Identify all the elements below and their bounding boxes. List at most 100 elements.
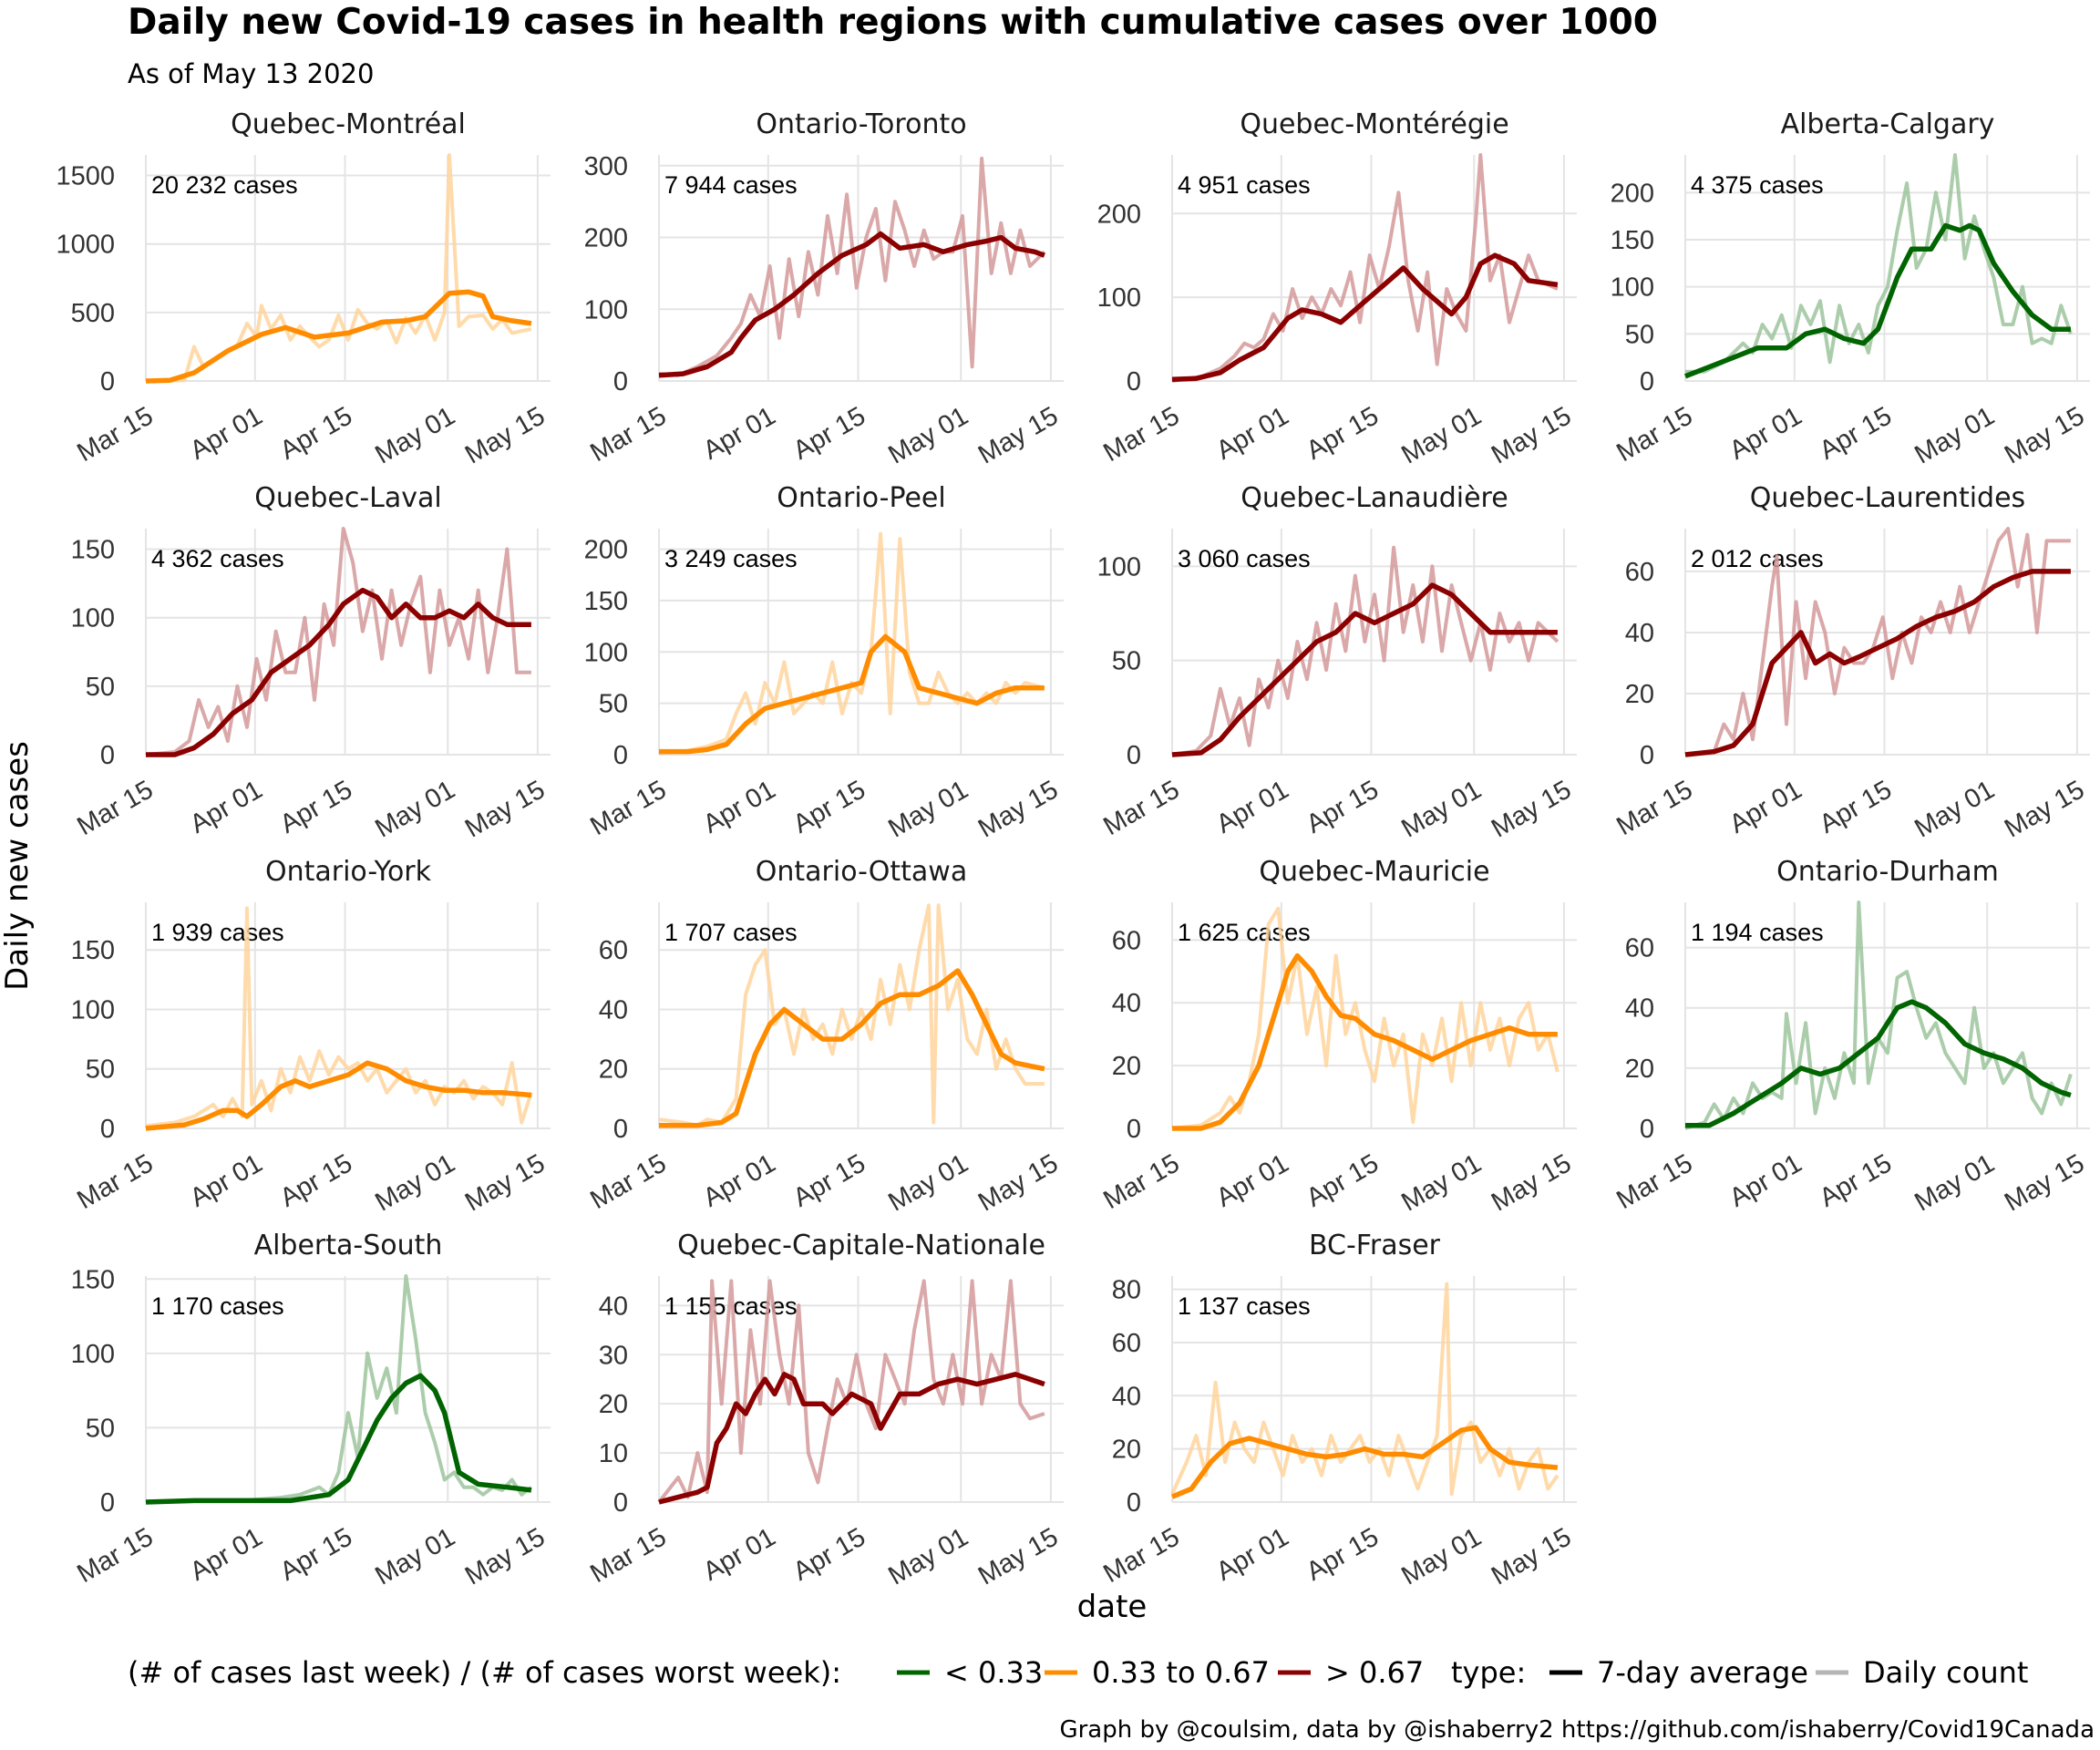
facet-title: Quebec-Capitale-Nationale	[677, 1230, 1045, 1261]
y-tick-label: 0	[1127, 1115, 1141, 1144]
x-tick-label: Mar 15	[72, 1522, 158, 1589]
y-tick-label: 100	[584, 295, 628, 324]
y-axis-label: Daily new cases	[0, 741, 36, 991]
y-tick-label: 20	[1112, 1436, 1141, 1465]
x-tick-label: Apr 15	[275, 775, 357, 839]
y-tick-label: 40	[599, 995, 628, 1024]
seven-day-average-line	[659, 633, 1045, 755]
x-tick-label: Apr 01	[1724, 401, 1807, 465]
x-tick-label: Mar 15	[585, 775, 671, 841]
y-tick-label: 60	[1112, 1329, 1141, 1358]
y-tick-label: 500	[71, 299, 115, 328]
x-tick-label: Apr 15	[1815, 1148, 1897, 1212]
x-tick-label: May 01	[883, 401, 973, 469]
y-tick-label: 200	[584, 224, 628, 253]
x-tick-label: May 01	[883, 1522, 973, 1590]
facet-title: Quebec-Montréal	[231, 108, 466, 140]
x-tick-label: May 01	[883, 1148, 973, 1217]
x-tick-label: Apr 01	[698, 401, 780, 465]
x-tick-label: May 15	[460, 1148, 550, 1217]
x-tick-label: May 01	[883, 775, 973, 843]
facet-quebec-laval: Quebec-Laval 4 362 cases 0 50 100 150 Mar 15 Ap…	[71, 482, 551, 844]
y-tick-label: 200	[584, 536, 628, 565]
facet-title: Quebec-Montérégie	[1240, 108, 1508, 140]
x-tick-label: Apr 01	[185, 401, 267, 465]
y-tick-label: 20	[1625, 1055, 1654, 1084]
x-tick-label: Apr 15	[788, 775, 870, 839]
daily-count-line	[657, 1279, 1045, 1504]
y-tick-label: 60	[599, 936, 628, 965]
x-tick-label: Mar 15	[1611, 401, 1697, 468]
y-tick-label: 40	[1625, 994, 1654, 1024]
facet-alberta-calgary: Alberta-Calgary 4 375 cases 0 50 100 150 200 Ma…	[1611, 108, 2090, 470]
legend-ratio-label: 0.33 to 0.67	[1092, 1655, 1270, 1690]
y-tick-label: 150	[71, 536, 115, 565]
seven-day-average-line	[1171, 252, 1559, 382]
cases-label: 4 362 cases	[151, 545, 284, 572]
y-tick-label: 0	[1127, 1488, 1141, 1518]
x-tick-label: Mar 15	[72, 1148, 158, 1215]
cases-label: 20 232 cases	[151, 171, 298, 199]
y-tick-label: 0	[100, 741, 115, 770]
chart-title: Daily new Covid-19 cases in health regio…	[128, 2, 1658, 43]
y-tick-label: 1000	[56, 231, 115, 260]
x-tick-label: Apr 15	[1815, 775, 1897, 839]
y-tick-label: 1500	[56, 162, 115, 191]
x-tick-label: Apr 15	[1815, 401, 1897, 465]
y-tick-label: 0	[100, 1488, 115, 1518]
x-tick-label: Mar 15	[1098, 1148, 1184, 1215]
legend-type-title: type:	[1451, 1655, 1526, 1690]
x-tick-label: Mar 15	[585, 1148, 671, 1215]
legend-type-label: 7-day average	[1597, 1655, 1808, 1690]
daily-count-line	[145, 1274, 533, 1504]
x-tick-label: Apr 01	[1211, 1522, 1293, 1586]
chart-subtitle: As of May 13 2020	[128, 58, 374, 89]
x-tick-label: Mar 15	[585, 1522, 671, 1589]
y-tick-label: 100	[1097, 552, 1141, 582]
x-tick-label: May 01	[1396, 1148, 1486, 1217]
facet-quebec-lanaudi-re: Quebec-Lanaudière 3 060 cases 0 50 100 Mar 15…	[1097, 482, 1577, 844]
y-tick-label: 150	[71, 936, 115, 965]
x-tick-label: Apr 01	[185, 1148, 267, 1212]
x-tick-label: Apr 15	[1302, 401, 1384, 465]
daily-count-line	[1684, 527, 2071, 757]
y-tick-label: 0	[1640, 741, 1654, 770]
x-tick-label: May 15	[2000, 401, 2089, 469]
x-tick-label: Apr 15	[788, 1148, 870, 1212]
y-tick-label: 60	[1625, 558, 1654, 587]
x-tick-label: May 01	[1910, 1148, 1999, 1217]
y-tick-label: 50	[1625, 320, 1654, 349]
facet-ontario-york: Ontario-York 1 939 cases 0 50 100 150 Mar 15 Ap…	[71, 856, 551, 1218]
x-tick-label: Apr 01	[1724, 775, 1807, 839]
x-tick-label: May 15	[973, 1522, 1063, 1590]
x-tick-label: Apr 01	[185, 1522, 267, 1586]
y-tick-label: 20	[1112, 1052, 1141, 1081]
facet-ontario-toronto: Ontario-Toronto 7 944 cases 0 100 200 300 Mar …	[584, 108, 1064, 470]
y-tick-label: 40	[1112, 1382, 1141, 1411]
x-tick-label: Apr 15	[1302, 775, 1384, 839]
facet-title: Quebec-Lanaudière	[1240, 482, 1508, 514]
y-tick-label: 80	[1112, 1276, 1141, 1305]
seven-day-average-line	[1684, 569, 2071, 757]
seven-day-average-line	[659, 968, 1045, 1128]
seven-day-average-line	[146, 587, 531, 757]
y-tick-label: 0	[100, 1115, 115, 1144]
y-tick-label: 0	[100, 367, 115, 396]
legend: (# of cases last week) / (# of cases wor…	[128, 1655, 2028, 1690]
y-tick-label: 0	[1127, 741, 1141, 770]
y-tick-label: 150	[584, 587, 628, 616]
x-tick-label: May 15	[973, 775, 1063, 843]
facet-title: Alberta-South	[254, 1230, 443, 1261]
daily-count-line	[1685, 153, 2073, 374]
x-tick-label: Apr 15	[275, 401, 357, 465]
y-tick-label: 100	[71, 995, 115, 1024]
seven-day-average-line	[145, 289, 532, 384]
y-tick-label: 20	[599, 1055, 628, 1085]
y-tick-label: 50	[1112, 647, 1141, 676]
daily-count-line	[658, 903, 1045, 1127]
x-tick-label: Mar 15	[1611, 775, 1697, 841]
y-tick-label: 0	[1640, 367, 1654, 396]
seven-day-average-line	[145, 1060, 532, 1131]
x-tick-label: Mar 15	[1098, 401, 1184, 468]
daily-count-line	[1171, 906, 1560, 1130]
